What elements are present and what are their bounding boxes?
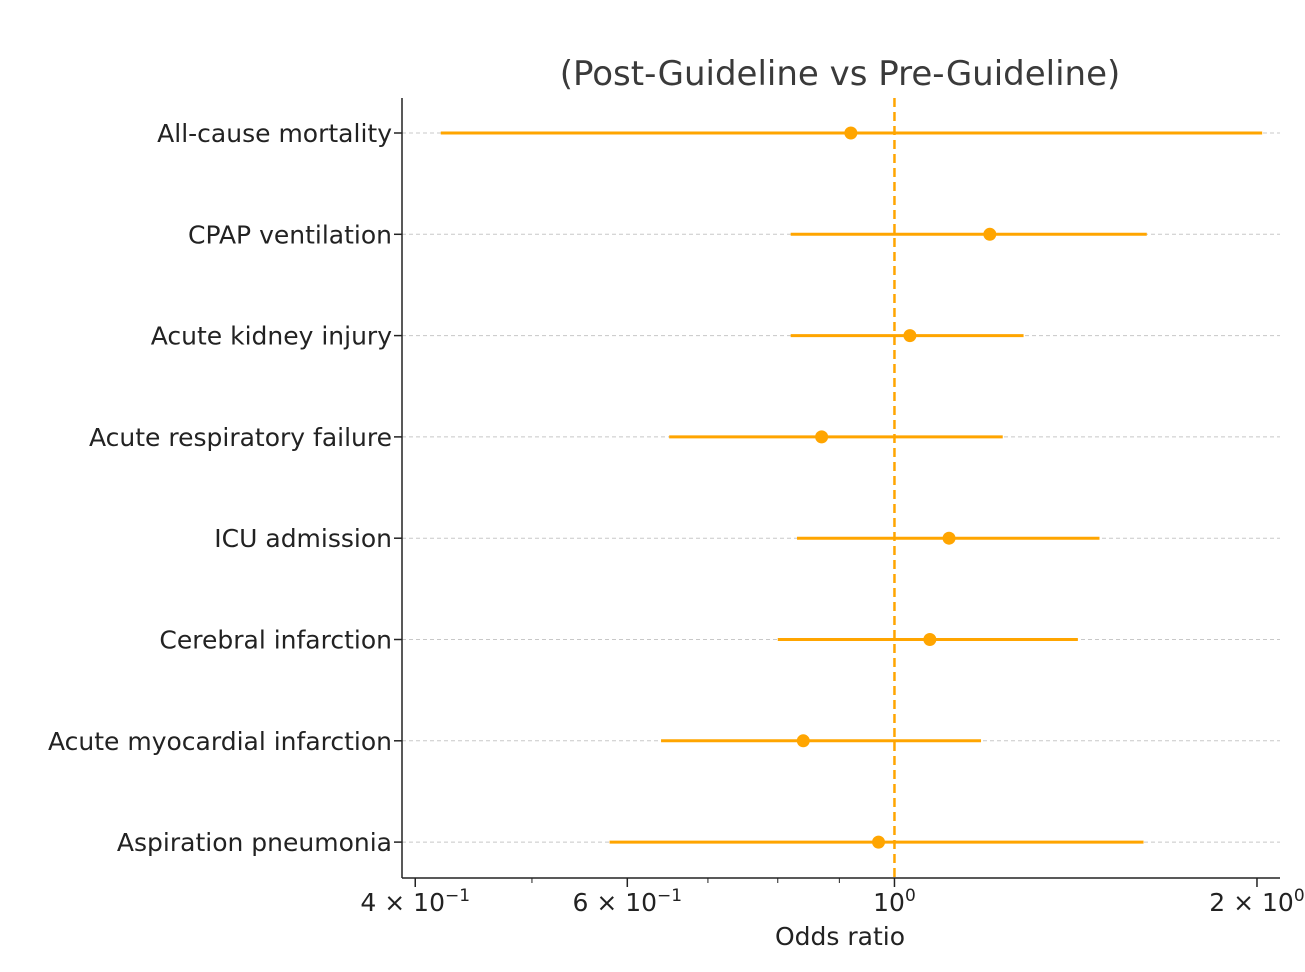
category-label: All-cause mortality bbox=[157, 119, 392, 148]
category-label: ICU admission bbox=[214, 524, 392, 553]
x-tick-label: 4 × 10−1 bbox=[360, 886, 470, 917]
or-point bbox=[844, 126, 858, 140]
or-point bbox=[923, 633, 937, 646]
or-point bbox=[796, 734, 810, 748]
category-label: CPAP ventilation bbox=[188, 220, 392, 249]
grid-layer bbox=[402, 132, 1280, 843]
category-label: Aspiration pneumonia bbox=[117, 828, 392, 857]
or-point bbox=[903, 329, 917, 343]
x-tick-label: 100 bbox=[873, 886, 916, 917]
or-point bbox=[815, 430, 829, 444]
or-point bbox=[872, 835, 886, 849]
axes-layer: All-cause mortality CPAP ventilation Acute… bbox=[48, 98, 1305, 917]
marks-layer bbox=[440, 126, 1263, 849]
or-point bbox=[942, 531, 956, 545]
category-label: Acute myocardial infarction bbox=[48, 727, 392, 756]
category-label: Acute respiratory failure bbox=[89, 423, 392, 452]
x-axis-title: Odds ratio bbox=[775, 922, 905, 951]
x-tick-label: 6 × 10−1 bbox=[572, 886, 682, 917]
or-point bbox=[983, 227, 997, 241]
category-label: Acute kidney injury bbox=[151, 322, 393, 351]
chart-title: (Post-Guideline vs Pre-Guideline) bbox=[560, 54, 1121, 94]
category-label: Cerebral infarction bbox=[159, 626, 392, 655]
x-tick-label: 2 × 100 bbox=[1209, 886, 1304, 917]
